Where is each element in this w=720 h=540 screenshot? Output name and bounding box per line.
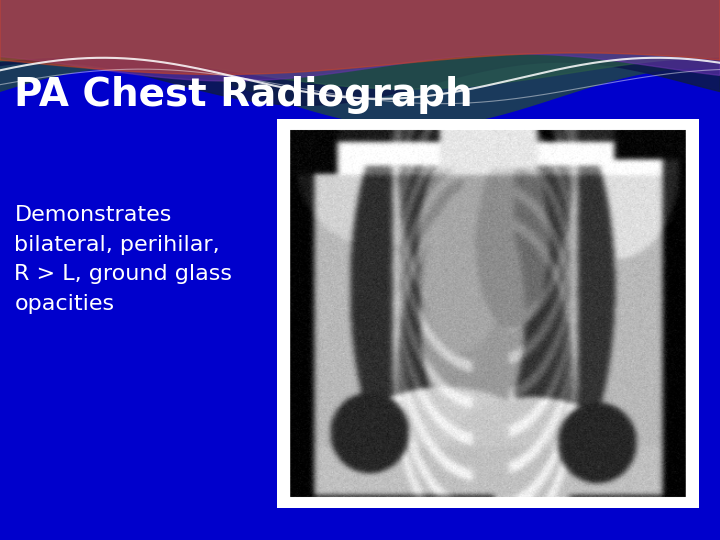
Text: PA Chest Radiograph: PA Chest Radiograph bbox=[14, 76, 473, 113]
Text: Demonstrates
bilateral, perihilar,
R > L, ground glass
opacities: Demonstrates bilateral, perihilar, R > L… bbox=[14, 205, 233, 314]
